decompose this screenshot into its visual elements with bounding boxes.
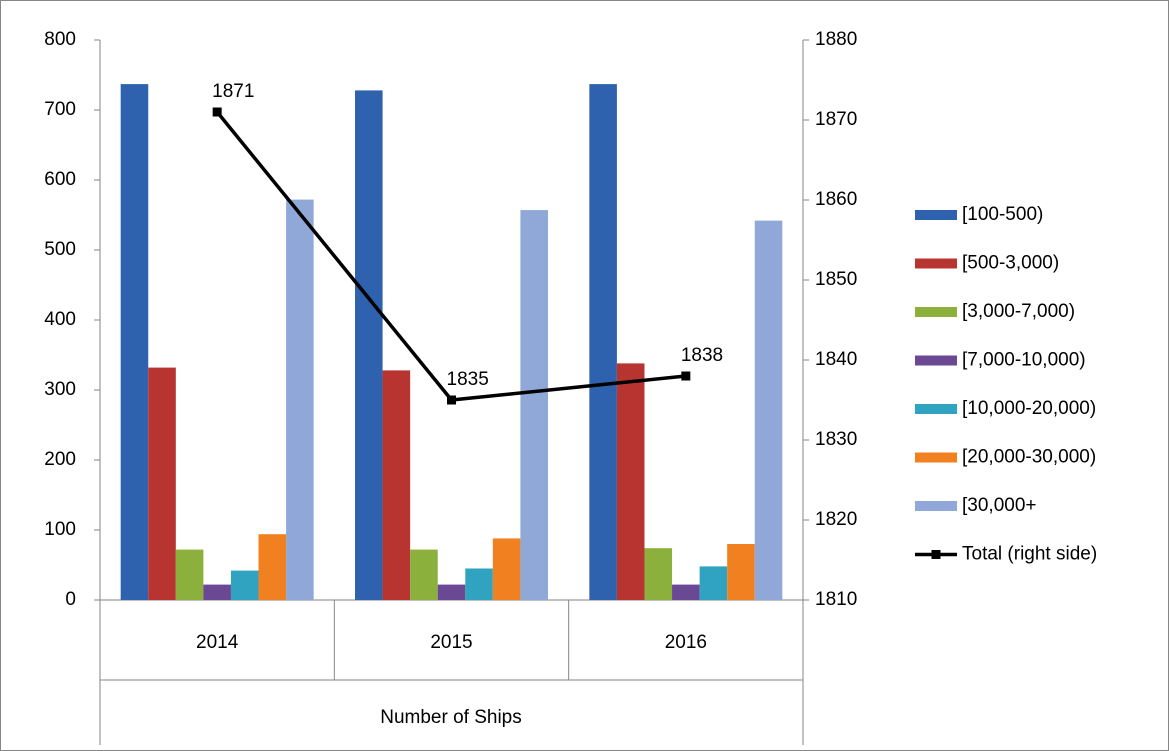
y-tick-label: 500	[44, 239, 76, 260]
bar	[230, 570, 259, 600]
bar	[382, 370, 411, 600]
legend-swatch	[915, 355, 957, 366]
legend-label: Total (right side)	[962, 544, 1097, 565]
legend-swatch	[915, 258, 957, 269]
bar	[754, 220, 783, 600]
y-tick-label: 0	[65, 589, 76, 610]
legend-label: [100-500)	[962, 204, 1043, 225]
data-label: 1871	[212, 81, 254, 102]
y2-tick-label: 1810	[815, 589, 857, 610]
bar	[616, 363, 645, 600]
bar	[672, 584, 700, 600]
data-label: 1838	[681, 345, 723, 366]
y2-tick-label: 1870	[815, 109, 857, 130]
legend-swatch	[915, 307, 957, 317]
line-marker	[212, 107, 222, 117]
bar	[355, 90, 383, 601]
bar	[258, 534, 287, 600]
bar	[286, 199, 314, 600]
y2-tick-label: 1880	[815, 29, 857, 50]
legend-label: [500-3,000)	[962, 253, 1059, 274]
line-marker	[447, 395, 456, 405]
legend-swatch	[915, 404, 957, 414]
bar	[465, 568, 493, 600]
bar	[520, 210, 548, 600]
y2-tick-label: 1830	[815, 429, 857, 450]
y2-tick-label: 1820	[815, 509, 857, 530]
legend-marker	[931, 550, 941, 559]
y-tick-label: 800	[44, 29, 76, 50]
bar	[589, 84, 617, 601]
data-label: 1835	[447, 369, 489, 390]
bar	[644, 548, 673, 600]
y2-tick-label: 1840	[815, 349, 857, 370]
bar	[203, 584, 231, 600]
y2-tick-label: 1850	[815, 269, 857, 290]
line-marker	[681, 371, 691, 381]
bar	[148, 367, 176, 600]
legend-label: [30,000+	[962, 495, 1037, 516]
legend-label: [10,000-20,000)	[962, 398, 1096, 419]
bar	[727, 544, 755, 600]
x-tick-label: 2015	[430, 632, 472, 653]
x-tick-label: 2016	[665, 632, 707, 653]
bar	[175, 549, 204, 600]
legend-label: [7,000-10,000)	[962, 350, 1086, 371]
legend-swatch	[915, 210, 957, 220]
y-tick-label: 600	[44, 169, 76, 190]
bar	[699, 566, 728, 600]
bar	[437, 584, 466, 600]
bar	[120, 84, 149, 601]
x-group-label: Number of Ships	[380, 707, 522, 728]
x-tick-label: 2014	[196, 632, 239, 653]
y-tick-label: 200	[44, 449, 76, 470]
legend-label: [20,000-30,000)	[962, 447, 1096, 468]
y-tick-label: 100	[44, 519, 76, 540]
legend-label: [3,000-7,000)	[962, 301, 1075, 322]
y2-tick-label: 1860	[815, 189, 857, 210]
y-tick-label: 700	[44, 99, 76, 120]
legend-swatch	[915, 452, 957, 463]
legend-swatch	[915, 501, 957, 511]
bar	[410, 549, 438, 600]
y-tick-label: 300	[44, 379, 76, 400]
bar	[492, 538, 521, 600]
y-tick-label: 400	[44, 309, 76, 330]
